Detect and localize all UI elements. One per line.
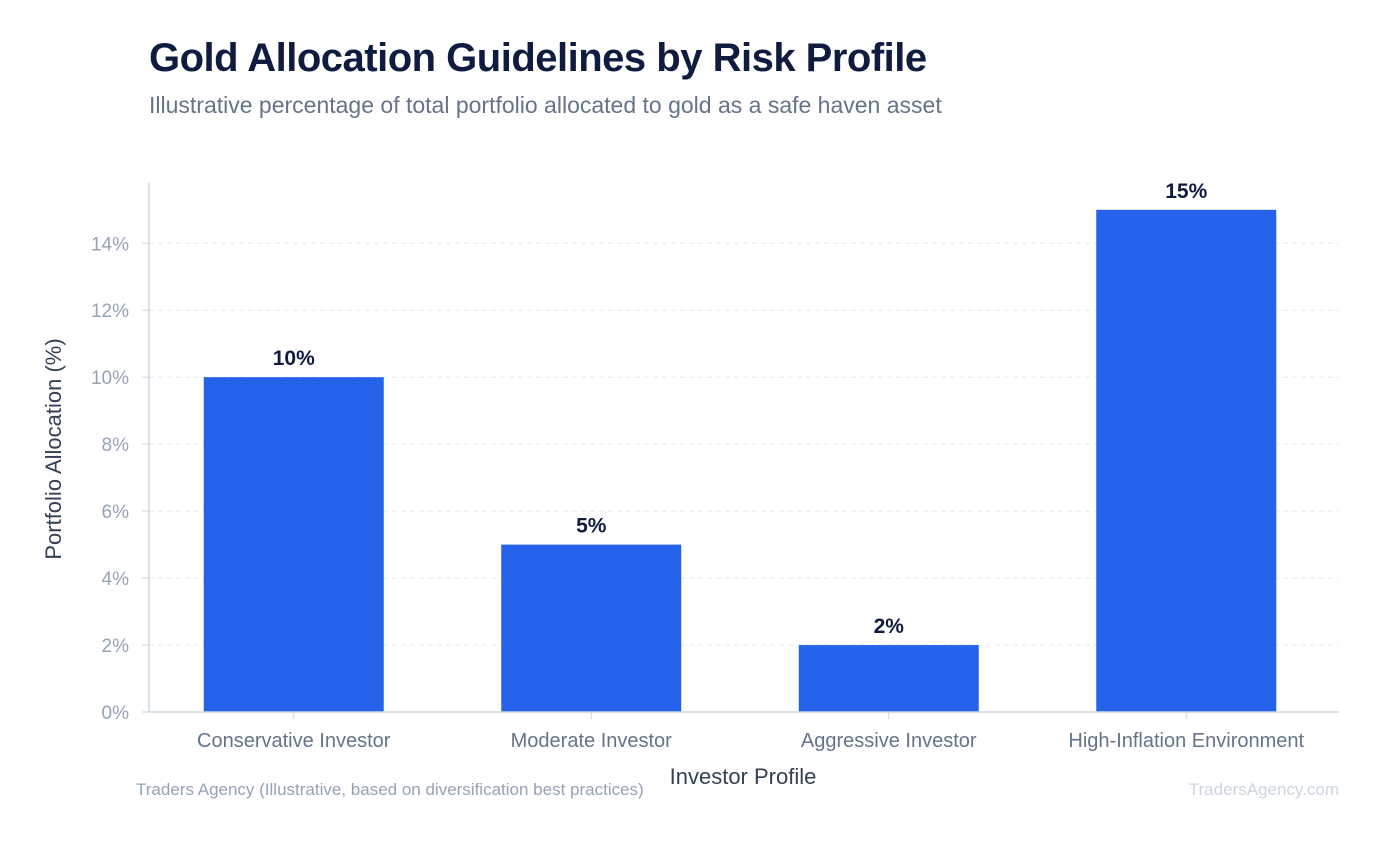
- x-axis-title: Investor Profile: [670, 764, 817, 789]
- bar: [501, 544, 682, 712]
- bars: [203, 209, 1277, 713]
- y-tick-label: 12%: [91, 301, 129, 322]
- y-tick-label: 10%: [91, 368, 129, 389]
- source-note: Traders Agency (Illustrative, based on d…: [136, 780, 644, 799]
- y-tick-label: 14%: [91, 234, 129, 255]
- y-tick-label: 2%: [102, 636, 130, 657]
- bar: [1096, 209, 1277, 713]
- y-axis-ticks: 0% 2% 4% 6% 8% 10% 12% 14%: [91, 234, 149, 724]
- y-tick-label: 0%: [102, 703, 130, 724]
- x-category-label: Moderate Investor: [511, 730, 673, 752]
- brand-watermark: TradersAgency.com: [1188, 780, 1339, 799]
- y-tick-label: 6%: [102, 502, 130, 523]
- data-labels: 10% 5% 2% 15%: [273, 180, 1208, 638]
- chart-subtitle: Illustrative percentage of total portfol…: [149, 92, 942, 118]
- y-tick-label: 8%: [102, 435, 130, 456]
- bar: [203, 377, 384, 712]
- data-label: 2%: [874, 615, 905, 638]
- data-label: 10%: [273, 347, 315, 370]
- data-label: 5%: [576, 515, 607, 538]
- data-label: 15%: [1165, 180, 1207, 203]
- x-axis-categories: Conservative Investor Moderate Investor Ag…: [197, 712, 1305, 752]
- x-category-label: Conservative Investor: [197, 730, 391, 752]
- y-axis-title: Portfolio Allocation (%): [41, 338, 66, 559]
- chart-title: Gold Allocation Guidelines by Risk Profi…: [149, 36, 927, 80]
- bar: [798, 645, 979, 712]
- x-category-label: High-Inflation Environment: [1068, 730, 1304, 752]
- x-category-label: Aggressive Investor: [801, 730, 977, 752]
- y-tick-label: 4%: [102, 569, 130, 590]
